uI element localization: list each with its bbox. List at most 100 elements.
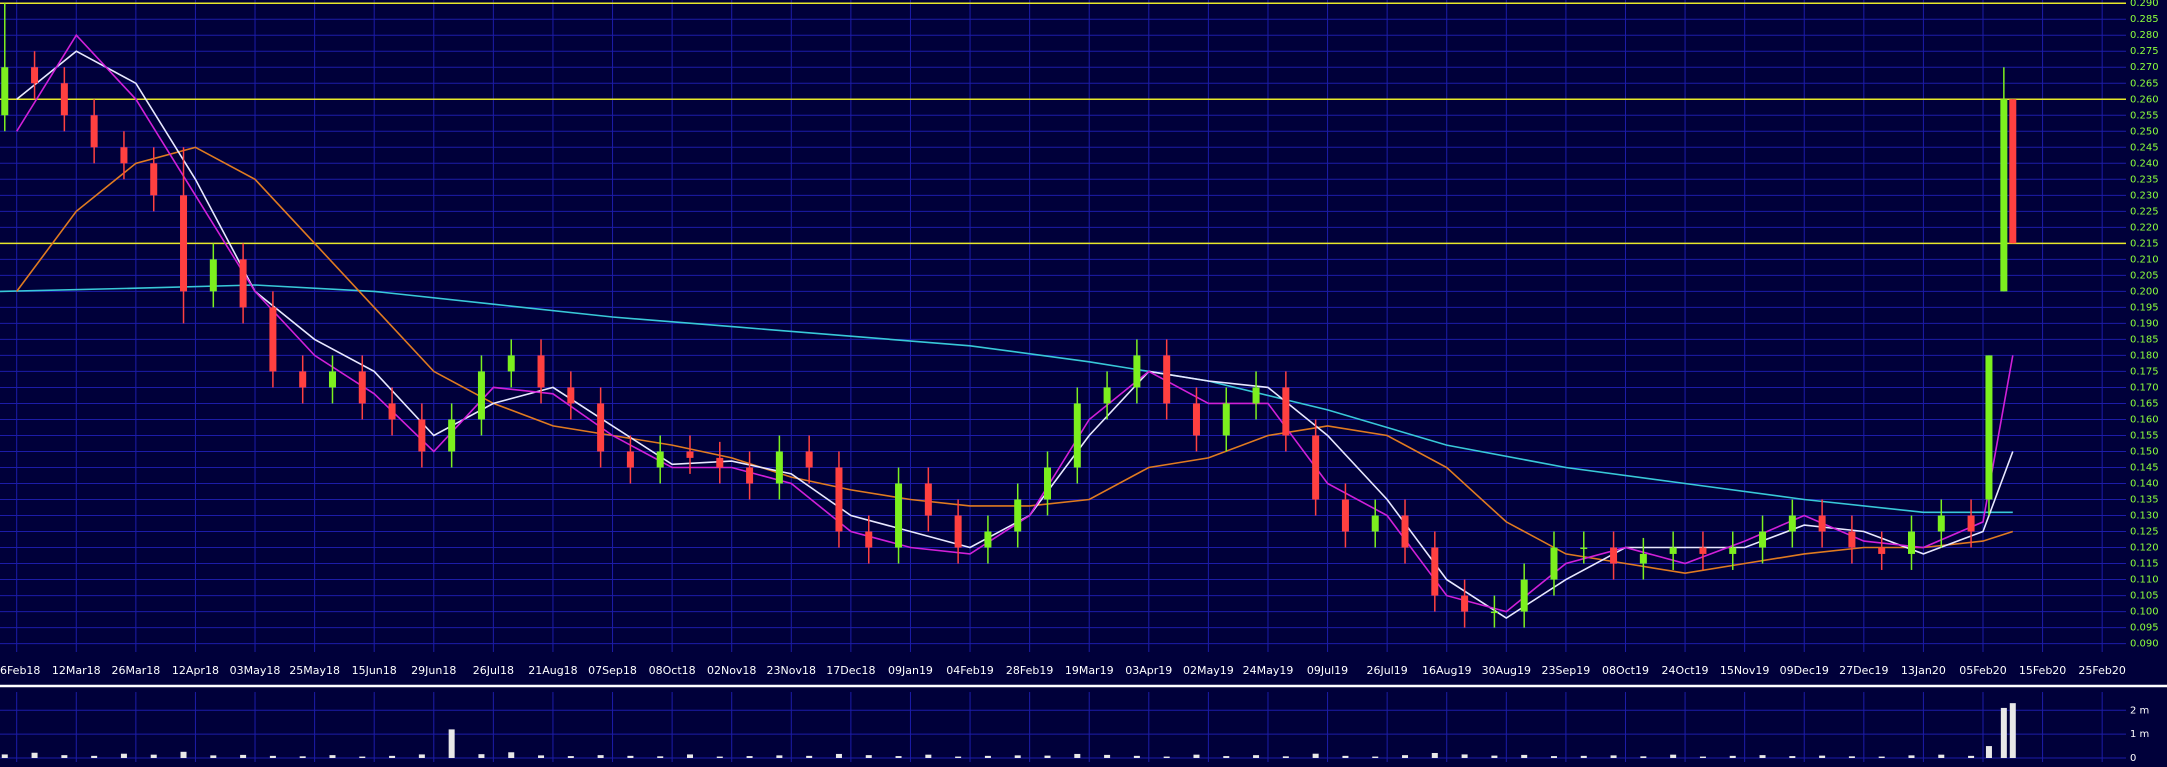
candle-body	[924, 483, 932, 516]
volume-bar	[2009, 703, 2016, 758]
y-tick-label: 0.125	[2130, 527, 2159, 538]
candle-body	[1073, 403, 1081, 468]
volume-bar	[478, 754, 485, 758]
volume-bar	[538, 755, 545, 758]
y-tick-label: 0.160	[2130, 414, 2159, 425]
volume-bar	[389, 755, 396, 758]
volume-bar	[925, 754, 932, 758]
candle-body	[865, 531, 873, 548]
y-tick-label: 0.090	[2130, 639, 2159, 650]
x-tick-label: 12Apr18	[172, 664, 219, 677]
candle-body	[90, 115, 98, 148]
candle-body	[1252, 387, 1260, 404]
y-tick-label: 0.290	[2130, 0, 2159, 9]
volume-bar	[31, 752, 38, 758]
candle-body	[1044, 467, 1052, 500]
x-tick-label: 07Sep18	[588, 664, 637, 677]
volume-bar	[1938, 754, 1945, 758]
candle-body	[60, 83, 68, 116]
y-tick-label: 0.185	[2130, 334, 2159, 345]
candle-body	[328, 371, 336, 388]
y-tick-label: 0.215	[2130, 238, 2159, 249]
volume-bar	[1819, 755, 1826, 758]
y-tick-label: 0.245	[2130, 142, 2159, 153]
candle-body	[656, 451, 664, 468]
volume-bar	[776, 755, 783, 758]
candle-body	[835, 467, 843, 532]
x-tick-label: 04Feb19	[946, 664, 993, 677]
y-tick-label: 0.130	[2130, 511, 2159, 522]
volume-bar	[835, 753, 842, 758]
price-plot	[0, 2, 2126, 628]
x-tick-label: 26Mar18	[111, 664, 160, 677]
volume-bar	[1431, 752, 1438, 758]
volume-bar	[1342, 755, 1349, 758]
candle-body	[567, 387, 575, 404]
volume-bar	[1580, 755, 1587, 758]
x-tick-label: 03Apr19	[1125, 664, 1172, 677]
candle-body	[180, 195, 188, 292]
volume-bar	[1074, 753, 1081, 758]
y-tick-label: 0.155	[2130, 430, 2159, 441]
candle-body	[1937, 515, 1945, 532]
candle-body	[448, 419, 456, 452]
candle-body	[1759, 531, 1767, 548]
candle-body	[984, 531, 992, 548]
x-tick-label: 15Feb20	[2019, 664, 2066, 677]
volume-bar	[1968, 755, 1975, 758]
x-tick-label: 26Jul19	[1367, 664, 1408, 677]
x-tick-label: 28Feb19	[1006, 664, 1053, 677]
volume-bar	[1699, 756, 1706, 758]
moving-average-line	[16, 33, 2014, 613]
volume-tick-label: 1 m	[2130, 729, 2149, 740]
candle-body	[1014, 499, 1022, 532]
y-tick-label: 0.175	[2130, 366, 2159, 377]
candle-body	[1341, 499, 1349, 532]
candle-body	[31, 67, 39, 84]
volume-bar	[269, 755, 276, 758]
volume-bar	[657, 756, 664, 758]
candle-body	[1967, 515, 1975, 532]
x-tick-label: 13Jan20	[1901, 664, 1946, 677]
volume-bar	[1253, 755, 1260, 758]
candle-body	[507, 355, 515, 372]
y-tick-label: 0.140	[2130, 478, 2159, 489]
candle-body	[1222, 403, 1230, 436]
candle-body	[388, 403, 396, 420]
volume-bar	[716, 756, 723, 758]
x-tick-label: 24Oct19	[1662, 664, 1709, 677]
candle-body	[1431, 547, 1439, 596]
y-tick-label: 0.230	[2130, 190, 2159, 201]
volume-bar	[806, 755, 813, 758]
y-tick-label: 0.150	[2130, 446, 2159, 457]
x-tick-label: 26Jul18	[473, 664, 514, 677]
x-tick-label: 15Jun18	[352, 664, 397, 677]
volume-bar	[61, 755, 68, 758]
volume-bar	[299, 756, 306, 758]
volume-bar	[329, 755, 336, 758]
volume-bar	[1550, 756, 1557, 758]
moving-average-line	[16, 146, 2014, 575]
y-tick-label: 0.265	[2130, 78, 2159, 89]
candle-body	[895, 483, 903, 548]
y-tick-label: 0.210	[2130, 254, 2159, 265]
volume-bar	[597, 755, 604, 758]
x-tick-label: 02May19	[1183, 664, 1234, 677]
volume-bar	[1759, 755, 1766, 758]
y-tick-label: 0.280	[2130, 30, 2159, 41]
x-tick-label: 23Nov18	[767, 664, 816, 677]
y-tick-label: 0.235	[2130, 174, 2159, 185]
candle-body	[775, 451, 783, 484]
candle-body	[1163, 355, 1171, 404]
volume-bar	[418, 754, 425, 758]
candle-body	[1848, 531, 1856, 548]
candle-body	[686, 451, 694, 458]
x-tick-label: 05Feb20	[1959, 664, 2006, 677]
candle-body	[954, 515, 962, 548]
volume-tick-label: 0	[2130, 753, 2136, 764]
candle-body	[299, 371, 307, 388]
candle-body	[1371, 515, 1379, 532]
y-tick-label: 0.220	[2130, 222, 2159, 233]
volume-bar	[2000, 707, 2007, 758]
volume-bar	[865, 755, 872, 758]
